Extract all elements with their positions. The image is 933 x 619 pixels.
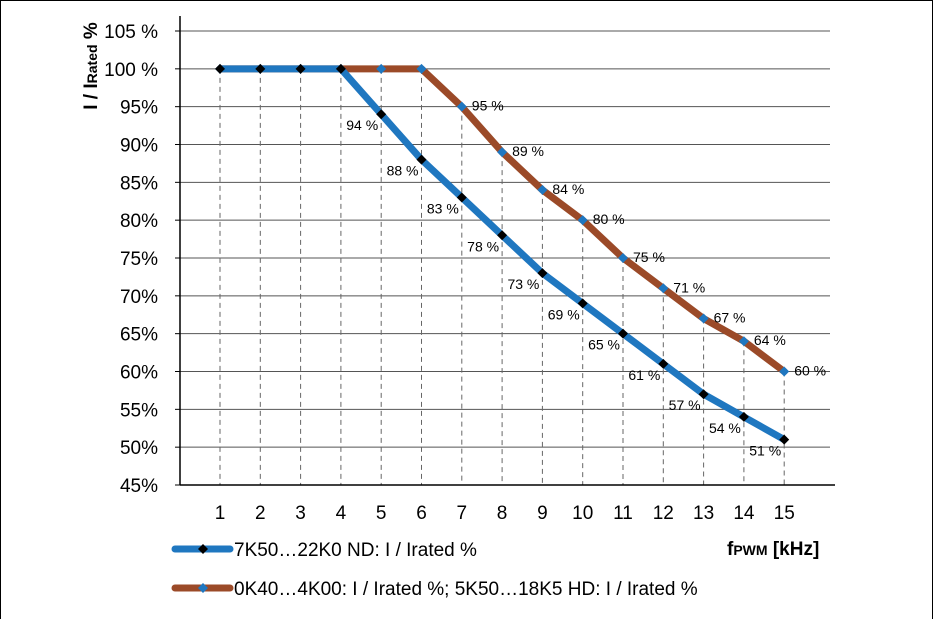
series-marker (618, 253, 628, 263)
series-marker (456, 192, 467, 203)
x-tick-label: 4 (336, 503, 347, 524)
x-tick-label: 13 (693, 503, 714, 524)
series-marker (698, 389, 709, 400)
series-marker (215, 63, 225, 74)
x-tick-label: 8 (497, 503, 508, 524)
y-tick-label: 80% (120, 211, 158, 232)
legend-label: 7K50…22K0 ND: I / Irated % (234, 540, 477, 561)
series-marker (577, 298, 588, 309)
series-marker (779, 434, 790, 445)
y-tick-label: 60% (120, 363, 158, 384)
x-tick-label: 7 (457, 503, 468, 524)
series-marker (497, 147, 508, 158)
series-group (215, 63, 790, 445)
y-axis-title-main: I / I (81, 83, 102, 109)
legend-label: 0K40…4K00: I / Irated %; 5K50…18K5 HD: I… (234, 579, 698, 600)
data-label: 73 % (507, 276, 539, 292)
series-marker (376, 109, 387, 120)
x-tick-label: 9 (537, 503, 548, 524)
y-ticks: 105 % 100 % 95% 90% 85% 80% 75% 70% 65% 60% 55% 50%… (104, 22, 180, 497)
series-marker (618, 328, 628, 339)
series-marker (416, 154, 427, 165)
legend-marker (198, 544, 208, 554)
y-axis-title: I / IRated % (81, 22, 102, 110)
series-marker (738, 411, 749, 422)
data-label: 84 % (552, 181, 584, 197)
x-axis-title-suffix: [kHz] (768, 539, 820, 560)
x-axis-title: fPWM [kHz] (727, 539, 819, 560)
series-marker (577, 215, 588, 226)
legend: 7K50…22K0 ND: I / Irated % 0K40…4K00: I /… (171, 540, 698, 600)
x-tick-label: 2 (255, 503, 266, 524)
data-label: 78 % (467, 238, 499, 254)
data-label: 69 % (548, 306, 580, 322)
series-marker (779, 366, 790, 377)
y-tick-label: 55% (120, 400, 158, 421)
x-tick-label: 5 (376, 503, 387, 524)
data-label: 57 % (669, 397, 701, 413)
y-tick-label: 50% (120, 438, 158, 459)
series-marker (456, 101, 467, 112)
series-marker (537, 268, 548, 279)
x-tick-label: 3 (295, 503, 306, 524)
y-tick-label: 75% (120, 249, 158, 270)
x-tick-label: 6 (416, 503, 427, 524)
data-label: 95 % (472, 98, 504, 114)
y-axis-title-sub: Rated (84, 44, 100, 83)
y-tick-label: 100 % (104, 60, 158, 81)
y-tick-label: 70% (120, 287, 158, 308)
x-tick-label: 10 (572, 503, 593, 524)
data-label: 65 % (588, 337, 620, 353)
y-tick-label: 105 % (104, 22, 158, 43)
data-label: 61 % (628, 367, 660, 383)
x-tick-label: 12 (653, 503, 674, 524)
series-marker (376, 63, 387, 74)
axes (179, 16, 835, 486)
x-tick-label: 1 (215, 503, 226, 524)
x-tick-label: 14 (733, 503, 755, 524)
data-labels: 94 % 88 % 83 % 78 % 73 % 69 % 65 % 61 % 57 % 54 %… (346, 98, 826, 459)
data-label: 54 % (709, 420, 741, 436)
series-marker (738, 336, 749, 347)
series-marker (416, 63, 427, 74)
series-marker (335, 63, 346, 74)
series-marker (295, 63, 306, 74)
y-tick-label: 90% (120, 136, 158, 157)
y-tick-label: 95% (120, 98, 158, 119)
x-tick-label: 11 (613, 503, 633, 524)
svg-text:I / IRated %: I / IRated % (81, 22, 102, 110)
vertical-guides (219, 68, 785, 485)
x-axis-title-sub: PWM (733, 542, 767, 558)
data-label: 60 % (794, 363, 826, 379)
data-label: 94 % (346, 117, 378, 133)
legend-marker (198, 583, 208, 593)
series-marker (497, 230, 508, 241)
series-marker (698, 313, 709, 324)
series-marker (537, 184, 548, 195)
series-marker (255, 63, 266, 74)
data-label: 71 % (673, 279, 705, 295)
y-tick-label: 85% (120, 173, 158, 194)
series-marker (658, 358, 669, 369)
data-label: 64 % (754, 332, 786, 348)
y-axis-title-suffix: % (81, 22, 102, 44)
data-label: 88 % (387, 163, 419, 179)
x-axis-title-main: f (727, 539, 734, 560)
data-label: 89 % (512, 143, 544, 159)
data-label: 83 % (427, 200, 459, 216)
data-label: 80 % (593, 211, 625, 227)
data-label: 67 % (714, 310, 746, 326)
series-marker (658, 283, 669, 294)
data-label: 51 % (749, 443, 781, 459)
x-tick-label: 15 (774, 503, 795, 524)
y-tick-label: 45% (120, 476, 158, 497)
data-label: 75 % (633, 249, 665, 265)
y-tick-label: 65% (120, 325, 158, 346)
x-ticks: 1 2 3 4 5 6 7 8 9 10 11 12 13 14 15 (215, 503, 795, 524)
